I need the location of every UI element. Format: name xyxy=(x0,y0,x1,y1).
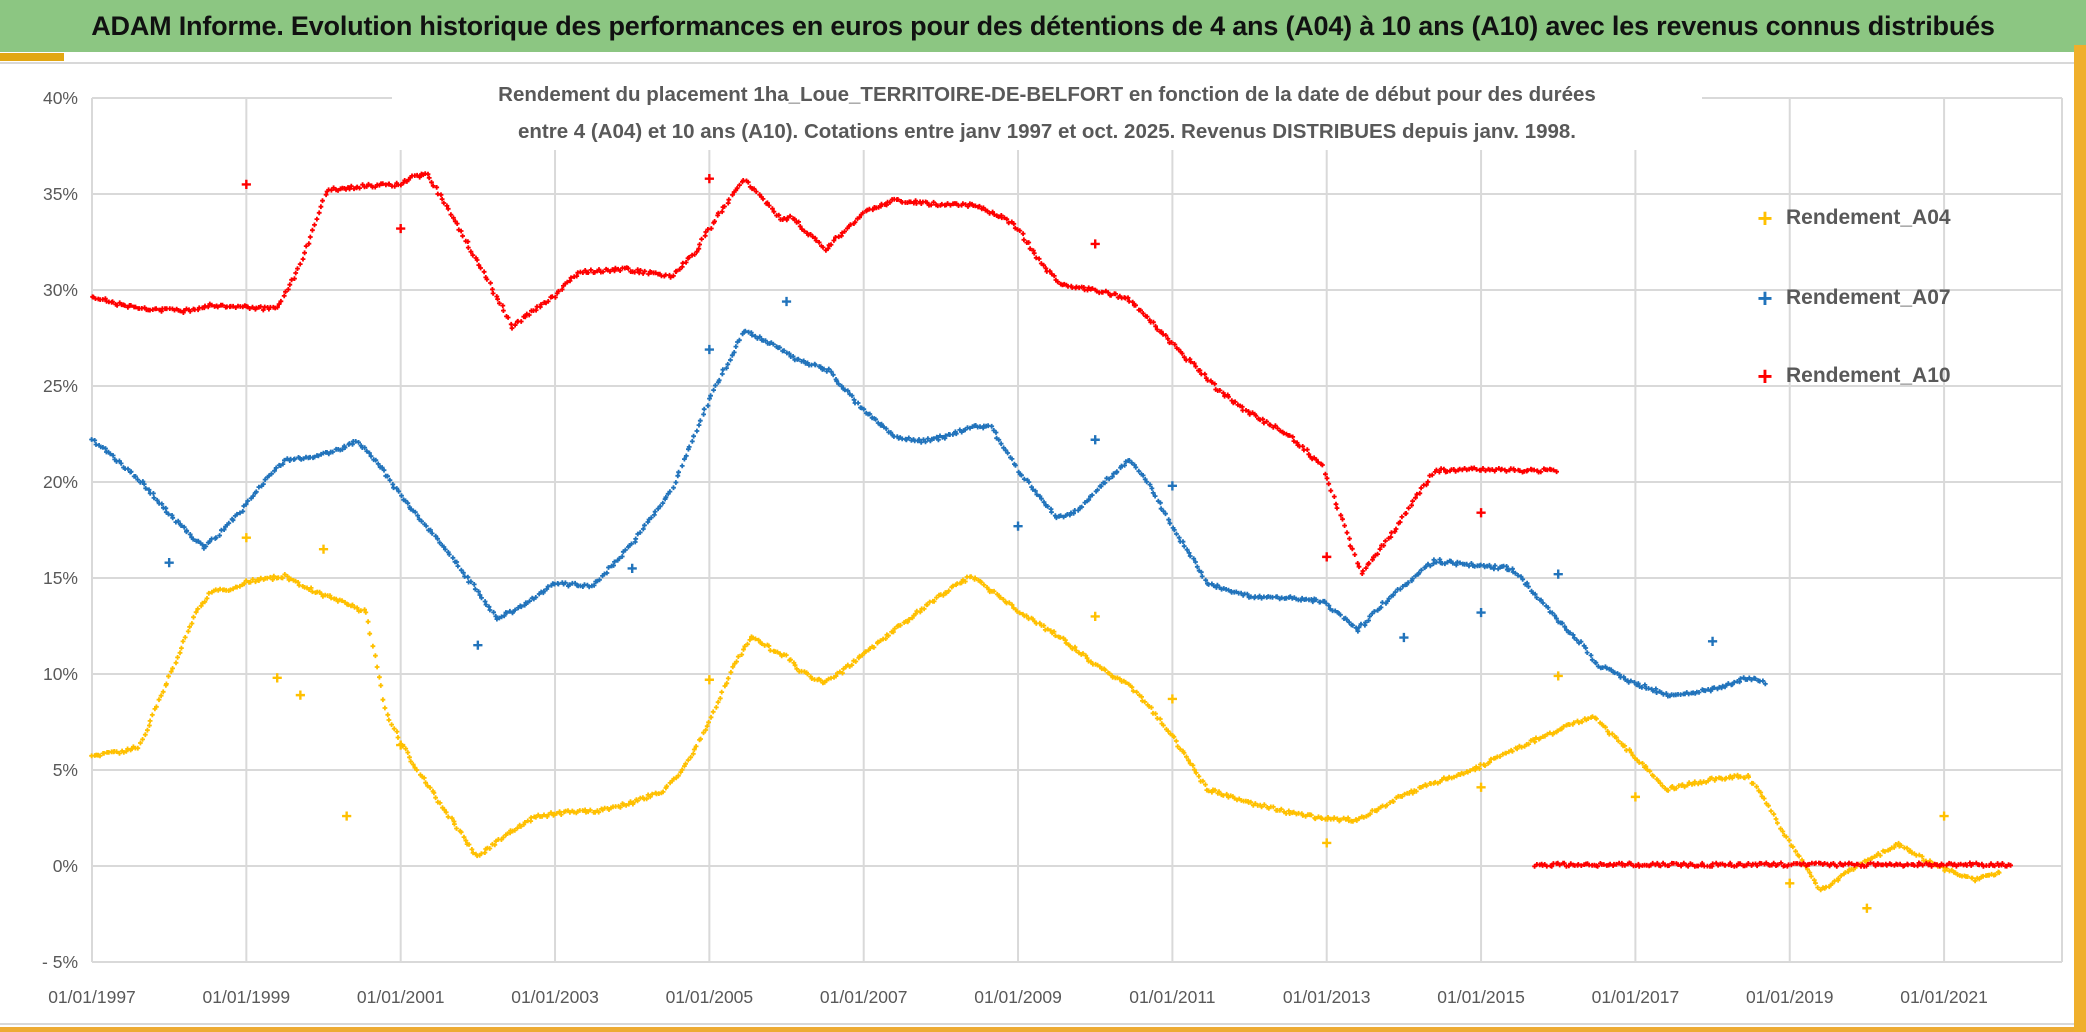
divider-bottom xyxy=(0,1023,2086,1025)
amber-accent-left xyxy=(0,53,64,61)
x-tick-label: 01/01/2011 xyxy=(1129,987,1215,1007)
y-tick-label: 40% xyxy=(43,88,78,108)
series-band-Rendement_A10 xyxy=(90,171,2013,869)
y-tick-label: 0% xyxy=(53,856,78,876)
y-tick-label: 15% xyxy=(43,568,78,588)
y-tick-label: 35% xyxy=(43,184,78,204)
x-tick-label: 01/01/2015 xyxy=(1437,987,1525,1007)
series-band-Rendement_A04 xyxy=(89,572,2002,893)
series-band-Rendement_A07 xyxy=(89,328,1768,699)
plus-marker-icon: + xyxy=(1757,203,1773,233)
x-tick-label: 01/01/1997 xyxy=(48,987,136,1007)
legend-label: Rendement_A04 xyxy=(1786,206,1951,229)
x-tick-label: 01/01/2017 xyxy=(1592,987,1680,1007)
y-tick-label: 20% xyxy=(43,472,78,492)
amber-accent-bottom xyxy=(0,1027,2086,1032)
series-outliers-Rendement_A10 xyxy=(241,174,1486,562)
amber-accent-right xyxy=(2074,45,2086,1032)
legend-item-rendement-a07[interactable]: + Rendement_A07 xyxy=(1752,283,1951,313)
title-bar: ADAM Informe. Evolution historique des p… xyxy=(0,0,2086,52)
x-tick-label: 01/01/2019 xyxy=(1746,987,1834,1007)
y-tick-label: 10% xyxy=(43,664,78,684)
chart-title-line2: entre 4 (A04) et 10 ans (A10). Cotations… xyxy=(517,120,1577,143)
x-tick-label: 01/01/2013 xyxy=(1283,987,1371,1007)
y-tick-label: - 5% xyxy=(42,952,78,972)
app-title: ADAM Informe. Evolution historique des p… xyxy=(91,10,1995,41)
x-tick-label: 01/01/2021 xyxy=(1900,987,1988,1007)
y-tick-label: 30% xyxy=(43,280,78,300)
x-tick-label: 01/01/2005 xyxy=(666,987,754,1007)
x-tick-label: 01/01/2007 xyxy=(820,987,908,1007)
legend-label: Rendement_A07 xyxy=(1786,286,1951,309)
x-tick-label: 01/01/2001 xyxy=(357,987,445,1007)
divider-top xyxy=(0,62,2086,64)
chart-title: Rendement du placement 1ha_Loue_TERRITOI… xyxy=(392,76,1702,150)
x-tick-label: 01/01/2009 xyxy=(974,987,1062,1007)
series-outliers-Rendement_A04 xyxy=(241,533,1949,913)
series-outliers-Rendement_A07 xyxy=(164,296,1718,650)
legend-item-rendement-a04[interactable]: + Rendement_A04 xyxy=(1752,203,1951,233)
x-tick-label: 01/01/2003 xyxy=(511,987,599,1007)
chart-title-line1: Rendement du placement 1ha_Loue_TERRITOI… xyxy=(498,83,1596,106)
plus-marker-icon: + xyxy=(1757,361,1773,391)
plus-marker-icon: + xyxy=(1757,283,1773,313)
y-tick-label: 5% xyxy=(53,760,78,780)
x-tick-label: 01/01/1999 xyxy=(203,987,291,1007)
legend-item-rendement-a10[interactable]: + Rendement_A10 xyxy=(1752,361,1951,391)
legend-label: Rendement_A10 xyxy=(1786,364,1951,387)
y-tick-label: 25% xyxy=(43,376,78,396)
